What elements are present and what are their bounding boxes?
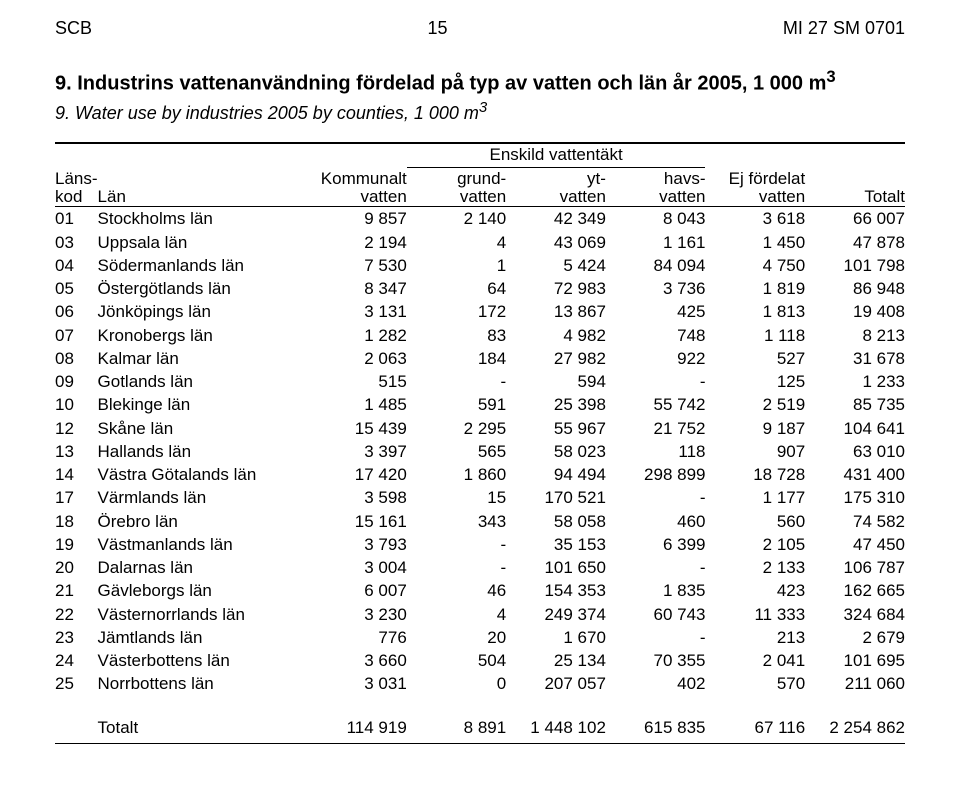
table-row: 12Skåne län15 4392 29555 96721 7529 1871… — [55, 417, 905, 440]
table-row: 13Hallands län3 39756558 02311890763 010 — [55, 440, 905, 463]
col-havs: havs- vatten — [606, 169, 706, 207]
group-header-label: Enskild vattentäkt — [407, 145, 706, 168]
table-body: 01Stockholms län9 8572 14042 3498 0433 6… — [55, 206, 905, 744]
table-row: 25Norrbottens län3 0310207 057402570211 … — [55, 672, 905, 695]
subtitle-sup: 3 — [479, 99, 487, 116]
total-row: Totalt114 9198 8911 448 102615 83567 116… — [55, 716, 905, 739]
table-row: 23Jämtlands län776201 670-2132 679 — [55, 626, 905, 649]
section-title: 9. Industrins vattenanvändning fördelad … — [55, 67, 905, 97]
table-row: 01Stockholms län9 8572 14042 3498 0433 6… — [55, 207, 905, 230]
title-text: 9. Industrins vattenanvändning fördelad … — [55, 73, 826, 95]
header-right: MI 27 SM 0701 — [783, 18, 905, 39]
data-table: Enskild vattentäkt Läns- kod Län Kommuna… — [55, 144, 905, 744]
header-center: 15 — [427, 18, 447, 39]
page-header: SCB 15 MI 27 SM 0701 — [55, 18, 905, 39]
page: SCB 15 MI 27 SM 0701 9. Industrins vatte… — [0, 0, 960, 789]
table-row: 04Södermanlands län7 53015 42484 0944 75… — [55, 254, 905, 277]
table-row: 07Kronobergs län1 282834 9827481 1188 21… — [55, 324, 905, 347]
table-row: 17Värmlands län3 59815170 521-1 177175 3… — [55, 486, 905, 509]
table-row: 14Västra Götalands län17 4201 86094 4942… — [55, 463, 905, 486]
col-grund: grund- vatten — [407, 169, 506, 207]
col-lan: Län — [98, 169, 307, 207]
table-row: 21Gävleborgs län6 00746154 3531 83542316… — [55, 579, 905, 602]
table-row: 24Västerbottens län3 66050425 13470 3552… — [55, 649, 905, 672]
table-row: 09Gotlands län515-594-1251 233 — [55, 370, 905, 393]
col-kommunalt: Kommunalt vatten — [307, 169, 407, 207]
table-row: 06Jönköpings län3 13117213 8674251 81319… — [55, 300, 905, 323]
title-sup: 3 — [826, 67, 835, 86]
col-totalt: Totalt — [805, 169, 905, 207]
table-row: 18Örebro län15 16134358 05846056074 582 — [55, 510, 905, 533]
section-subtitle: 9. Water use by industries 2005 by count… — [55, 99, 905, 124]
header-left: SCB — [55, 18, 92, 39]
table-row: 22Västernorrlands län3 2304249 37460 743… — [55, 603, 905, 626]
table-row: 10Blekinge län1 48559125 39855 7422 5198… — [55, 393, 905, 416]
table-row: 19Västmanlands län3 793-35 1536 3992 105… — [55, 533, 905, 556]
col-ejfordelat: Ej fördelat vatten — [705, 169, 805, 207]
table-row: 03Uppsala län2 194443 0691 1611 45047 87… — [55, 231, 905, 254]
table-head: Enskild vattentäkt Läns- kod Län Kommuna… — [55, 144, 905, 207]
col-yt: yt- vatten — [506, 169, 606, 207]
table-row: 20Dalarnas län3 004-101 650-2 133106 787 — [55, 556, 905, 579]
table-row: 08Kalmar län2 06318427 98292252731 678 — [55, 347, 905, 370]
col-kod: Läns- kod — [55, 169, 98, 207]
subtitle-text: 9. Water use by industries 2005 by count… — [55, 103, 479, 123]
group-header: Enskild vattentäkt — [407, 144, 706, 169]
table-row: 05Östergötlands län8 3476472 9833 7361 8… — [55, 277, 905, 300]
